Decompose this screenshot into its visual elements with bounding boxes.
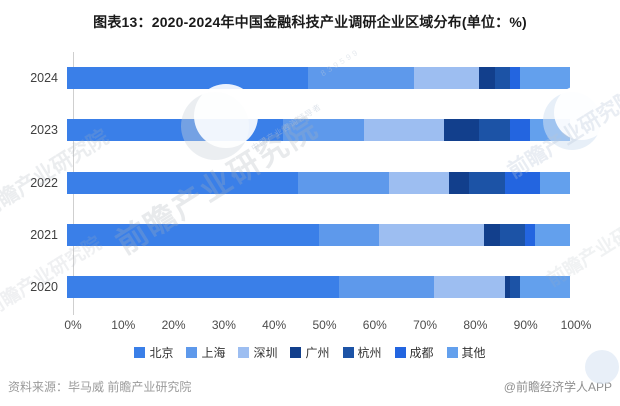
bar-segment-其他 — [534, 223, 570, 246]
legend-swatch — [394, 347, 406, 358]
bar-track — [67, 67, 570, 89]
legend: 北京 上海 深圳 广州 杭州 成都 其他 — [0, 344, 620, 361]
y-axis-label: 2020 — [30, 280, 58, 294]
bar-segment-广州 — [479, 67, 495, 89]
x-axis-tick: 90% — [513, 318, 538, 332]
bar-segment-上海 — [338, 276, 435, 298]
bar-segment-深圳 — [414, 67, 480, 89]
bar-track — [67, 171, 570, 194]
bar-segment-广州 — [444, 119, 480, 142]
legend-item-杭州: 杭州 — [342, 344, 382, 361]
legend-swatch — [446, 347, 458, 358]
bar-segment-北京 — [67, 223, 319, 246]
legend-item-成都: 成都 — [394, 344, 434, 361]
legend-item-其他: 其他 — [446, 344, 486, 361]
bar-segment-其他 — [519, 67, 570, 89]
legend-label: 北京 — [149, 346, 174, 360]
source-note: 资料来源：毕马威 前瞻产业研究院 — [8, 380, 192, 394]
bar-track — [67, 223, 570, 246]
bar-segment-成都 — [509, 67, 520, 89]
bar-segment-杭州 — [469, 171, 505, 194]
x-axis-ticks: 0% 10% 20% 30% 40% 50% 60% 70% 80% 90% 100% — [64, 318, 591, 332]
bar-segment-杭州 — [509, 276, 520, 298]
bar-row-2022: 2022 — [0, 171, 577, 194]
x-axis-tick: 100% — [560, 318, 592, 332]
bar-segment-成都 — [509, 119, 530, 142]
legend-swatch — [134, 347, 146, 358]
bar-segment-深圳 — [378, 223, 485, 246]
bar-segment-杭州 — [479, 119, 510, 142]
legend-label: 成都 — [409, 346, 434, 360]
x-axis-tick: 80% — [463, 318, 488, 332]
legend-item-深圳: 深圳 — [238, 344, 277, 361]
bar-segment-杭州 — [494, 67, 510, 89]
x-axis-tick: 40% — [262, 318, 287, 332]
bar-segment-广州 — [504, 276, 510, 298]
x-axis-tick: 20% — [161, 318, 186, 332]
bar-segment-其他 — [529, 119, 570, 142]
x-axis-tick: 60% — [362, 318, 387, 332]
chart-title: 图表13：2020-2024年中国金融科技产业调研企业区域分布(单位：%) — [93, 14, 527, 30]
bar-segment-北京 — [67, 171, 299, 194]
bar-segment-深圳 — [434, 276, 505, 298]
bar-segment-上海 — [318, 223, 379, 246]
legend-swatch — [342, 347, 354, 358]
legend-label: 广州 — [305, 346, 330, 360]
bar-row-2020: 2020 — [0, 276, 577, 298]
y-axis-label: 2021 — [30, 227, 58, 242]
legend-label: 上海 — [201, 346, 226, 360]
legend-label: 杭州 — [357, 346, 382, 360]
legend-swatch — [290, 347, 302, 358]
bar-segment-深圳 — [388, 171, 450, 194]
x-axis-tick: 0% — [64, 318, 82, 332]
bar-segment-上海 — [308, 67, 415, 89]
legend-label: 其他 — [461, 346, 486, 360]
y-axis-label: 2024 — [30, 71, 58, 85]
y-axis-label: 2023 — [30, 123, 58, 138]
bar-segment-成都 — [524, 223, 535, 246]
bar-segment-其他 — [539, 171, 570, 194]
bar-segment-广州 — [449, 171, 470, 194]
legend-swatch — [238, 347, 250, 358]
bar-segment-上海 — [298, 171, 389, 194]
y-axis-label: 2022 — [30, 175, 58, 190]
x-axis-tick: 10% — [111, 318, 136, 332]
bar-row-2023: 2023 — [0, 119, 577, 142]
bar-segment-北京 — [67, 119, 284, 142]
x-axis-tick: 50% — [312, 318, 337, 332]
bar-segment-北京 — [67, 67, 309, 89]
bar-row-2024: 2024 — [0, 67, 577, 89]
bar-track — [67, 119, 570, 142]
bar-segment-其他 — [519, 276, 570, 298]
legend-item-广州: 广州 — [290, 344, 330, 361]
bar-row-2021: 2021 — [0, 223, 577, 246]
credit-note: @前瞻经济学人APP — [503, 380, 612, 394]
legend-item-北京: 北京 — [134, 344, 173, 361]
legend-label: 深圳 — [253, 346, 278, 360]
bar-segment-深圳 — [363, 119, 445, 142]
bar-segment-北京 — [67, 276, 339, 298]
x-axis-tick: 30% — [211, 318, 236, 332]
legend-swatch — [186, 347, 198, 358]
bar-segment-广州 — [484, 223, 500, 246]
bar-rows: 2024 2023 2022 2021 2020 — [0, 67, 577, 298]
bar-track — [67, 276, 570, 298]
bar-segment-上海 — [283, 119, 364, 142]
legend-item-上海: 上海 — [186, 344, 225, 361]
bar-segment-成都 — [504, 171, 540, 194]
bar-segment-杭州 — [499, 223, 525, 246]
x-axis-tick: 70% — [413, 318, 438, 332]
